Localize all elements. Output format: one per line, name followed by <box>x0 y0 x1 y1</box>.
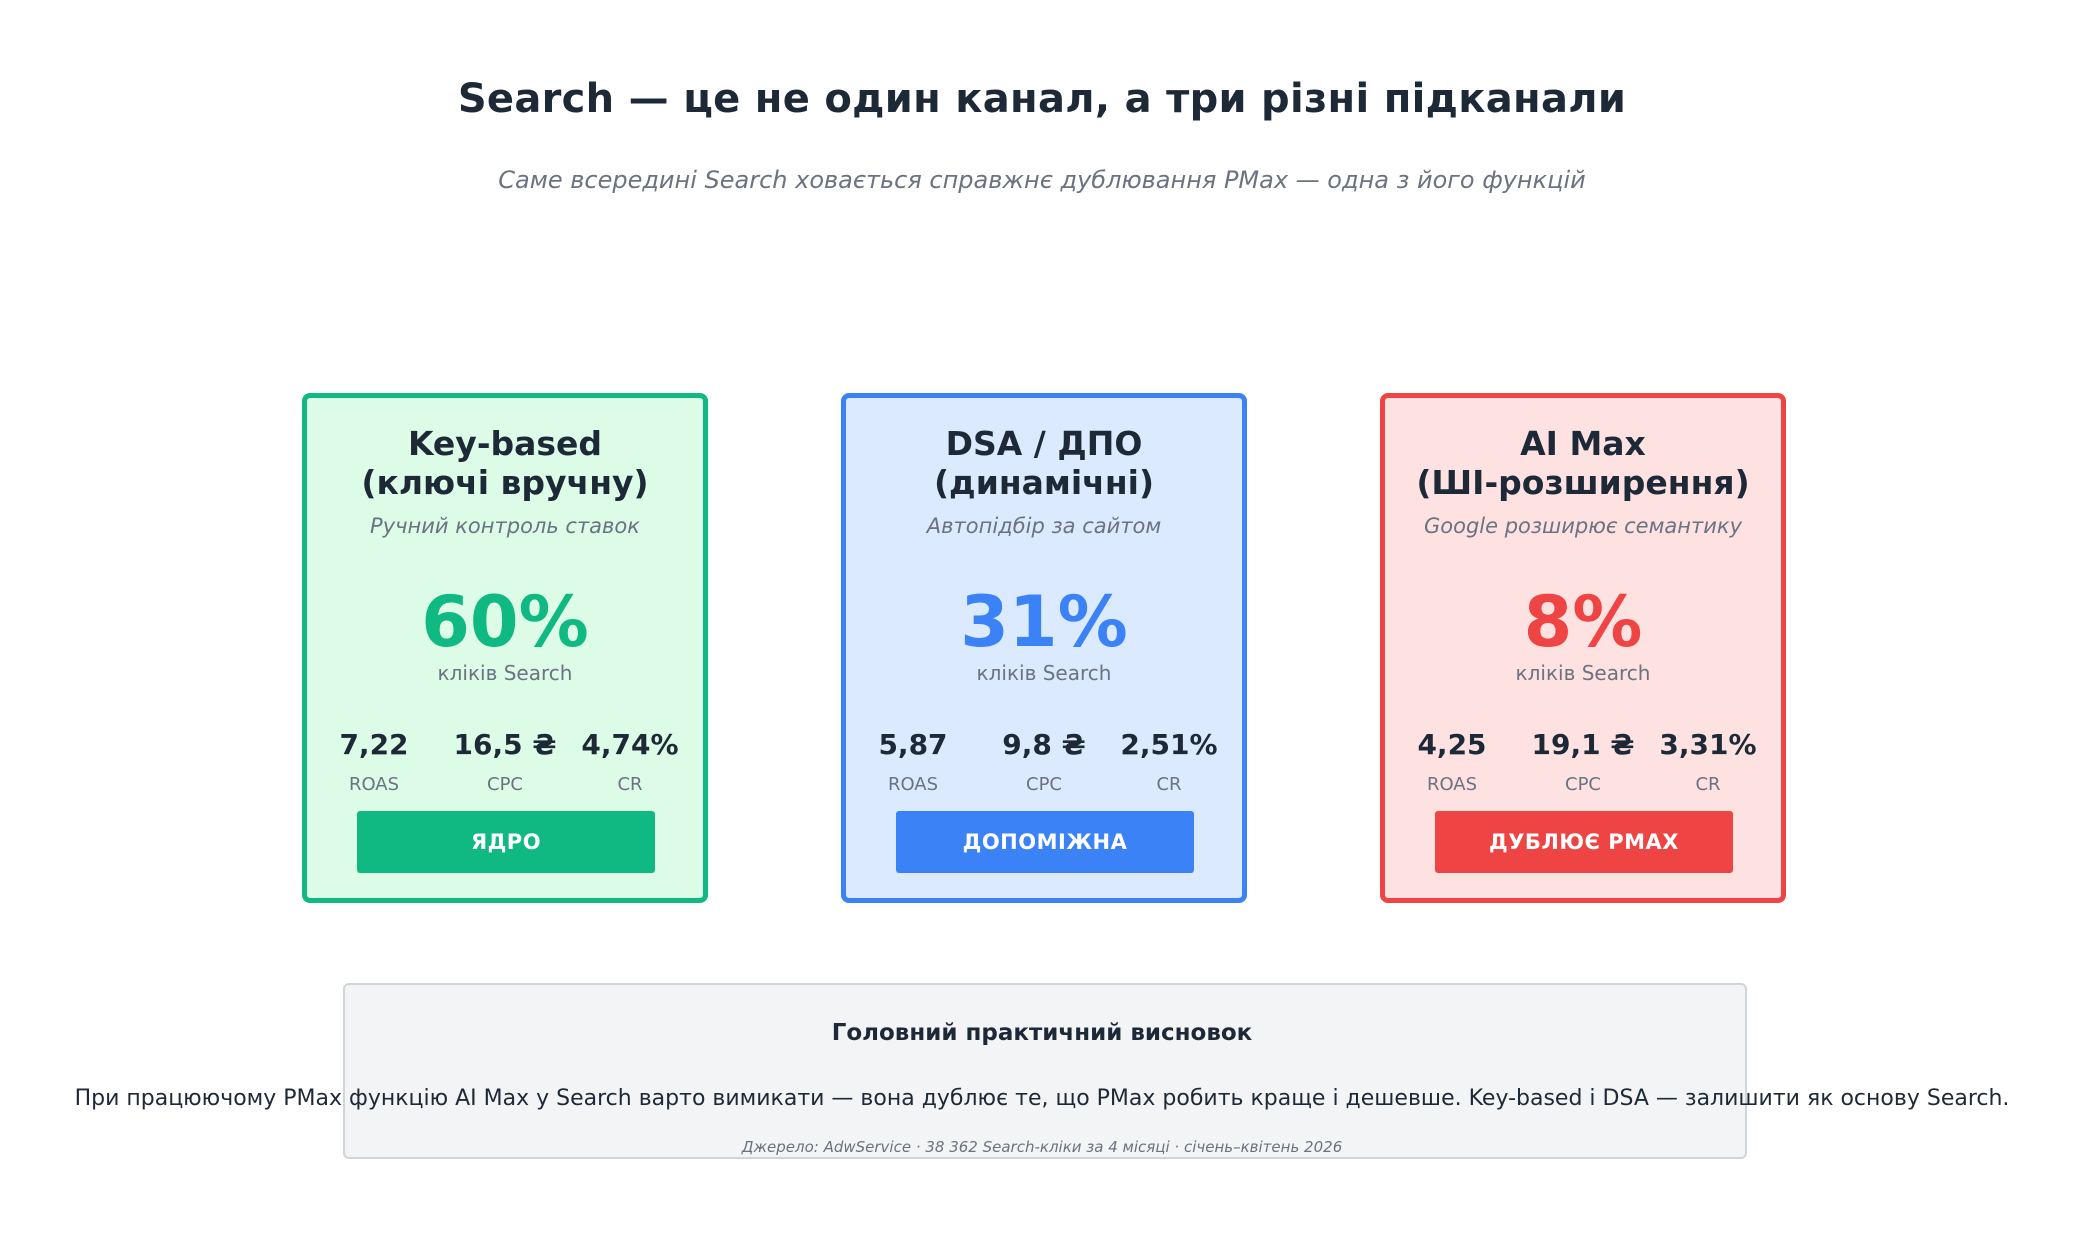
metric-cpc: 16,5 ₴ CPC <box>435 728 575 795</box>
metric-label: ROAS <box>348 774 400 795</box>
metric-value: 5,87 <box>878 728 948 761</box>
metric-roas: 4,25 ROAS <box>1382 728 1522 795</box>
card-title: DSA / ДПО (динамічні) <box>846 424 1242 502</box>
metric-value: 9,8 ₴ <box>1002 728 1086 761</box>
metric-cr: 3,31% CR <box>1638 728 1778 795</box>
metric-roas: 5,87 ROAS <box>843 728 983 795</box>
metric-value: 3,31% <box>1659 728 1757 761</box>
metric-label: CR <box>1695 774 1721 795</box>
card-badge: ЯДРО <box>357 811 655 873</box>
metric-value: 7,22 <box>339 728 409 761</box>
card-title-line1: Key-based <box>407 424 603 463</box>
card-share-caption: кліків Search <box>437 661 573 685</box>
metric-value: 19,1 ₴ <box>1531 728 1635 761</box>
card-tagline: Автопідбір за сайтом <box>926 514 1162 538</box>
card-title-line2: (ключі вручну) <box>361 463 649 502</box>
card-key-based: Key-based (ключі вручну) Ручний контроль… <box>302 393 708 903</box>
metric-label: ROAS <box>1426 774 1478 795</box>
metric-value: 4,74% <box>581 728 679 761</box>
metric-value: 16,5 ₴ <box>453 728 557 761</box>
metric-cr: 2,51% CR <box>1099 728 1239 795</box>
summary-source: Джерело: AdwService · 38 362 Search-клік… <box>741 1138 1343 1156</box>
metric-cpc: 19,1 ₴ CPC <box>1513 728 1653 795</box>
card-dsa: DSA / ДПО (динамічні) Автопідбір за сайт… <box>841 393 1247 903</box>
card-title-line2: (ШІ-розширення) <box>1416 463 1750 502</box>
card-title-line1: AI Max <box>1520 424 1646 463</box>
metric-label: CR <box>1156 774 1182 795</box>
metric-label: CPC <box>1026 774 1062 795</box>
page-subtitle: Саме всередині Search ховається справжнє… <box>498 166 1586 194</box>
metric-label: ROAS <box>887 774 939 795</box>
metric-value: 4,25 <box>1417 728 1487 761</box>
metric-roas: 7,22 ROAS <box>304 728 444 795</box>
summary-title: Головний практичний висновок <box>831 1020 1253 1046</box>
card-title: Key-based (ключі вручну) <box>307 424 703 502</box>
metric-label: CPC <box>1565 774 1601 795</box>
card-badge: ДОПОМІЖНА <box>896 811 1194 873</box>
card-share-caption: кліків Search <box>976 661 1112 685</box>
card-ai-max: AI Max (ШІ-розширення) Google розширює с… <box>1380 393 1786 903</box>
summary-text: При працюючому PMax функцію AI Max у Sea… <box>74 1086 2010 1111</box>
card-title-line2: (динамічні) <box>933 463 1155 502</box>
card-badge: ДУБЛЮЄ PMAX <box>1435 811 1733 873</box>
metric-value: 2,51% <box>1120 728 1218 761</box>
card-tagline: Ручний контроль ставок <box>370 514 640 538</box>
card-share-value: 60% <box>421 581 589 663</box>
card-share-caption: кліків Search <box>1515 661 1651 685</box>
metric-cr: 4,74% CR <box>560 728 700 795</box>
metric-cpc: 9,8 ₴ CPC <box>974 728 1114 795</box>
page-title: Search — це не один канал, а три різні п… <box>457 76 1627 122</box>
metric-label: CPC <box>487 774 523 795</box>
metric-label: CR <box>617 774 643 795</box>
card-share-value: 8% <box>1523 581 1643 663</box>
card-title-line1: DSA / ДПО <box>945 424 1143 463</box>
card-share-value: 31% <box>960 581 1128 663</box>
card-title: AI Max (ШІ-розширення) <box>1385 424 1781 502</box>
summary-box <box>343 983 1747 1159</box>
card-tagline: Google розширює семантику <box>1423 514 1743 538</box>
